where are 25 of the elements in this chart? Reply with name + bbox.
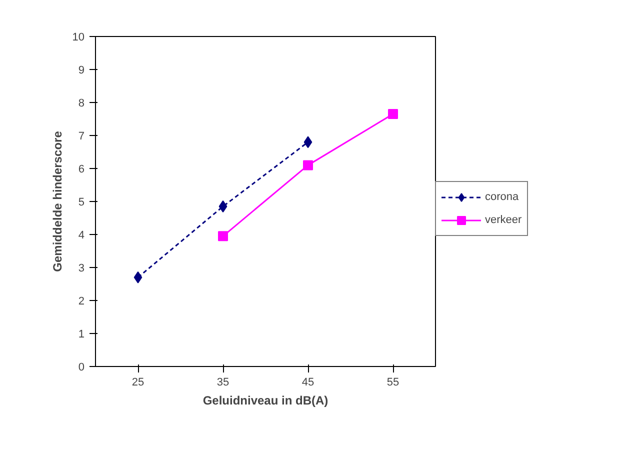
x-tick-label: 35 — [216, 376, 230, 388]
y-tick-label: 10 — [72, 32, 85, 44]
y-tick-label: 0 — [78, 362, 85, 374]
y-tick-label: 8 — [78, 98, 85, 110]
y-tick-label: 9 — [78, 64, 85, 76]
y-axis-title: Gemiddelde hinderscore — [50, 130, 64, 272]
y-tick-label: 6 — [78, 164, 85, 176]
y-tick-label: 2 — [78, 296, 85, 308]
x-tick-label: 55 — [386, 376, 400, 388]
y-tick-label: 3 — [78, 262, 85, 274]
x-tick-label: 45 — [302, 376, 314, 388]
point — [388, 109, 398, 120]
y-tick-label: 1 — [78, 328, 85, 340]
point — [304, 136, 312, 148]
x-axis-title: Geluidniveau in dB(A) — [202, 394, 328, 408]
y-tick-label: 4 — [78, 230, 85, 242]
point — [218, 231, 228, 242]
x-tick-label: 25 — [132, 376, 144, 388]
legend-label: corona — [485, 191, 519, 203]
point — [134, 271, 142, 284]
legend-label: verkeer — [485, 214, 522, 226]
point — [303, 160, 313, 170]
point — [218, 200, 228, 212]
y-tick-label: 7 — [78, 130, 85, 142]
y-tick-label: 5 — [78, 196, 85, 208]
